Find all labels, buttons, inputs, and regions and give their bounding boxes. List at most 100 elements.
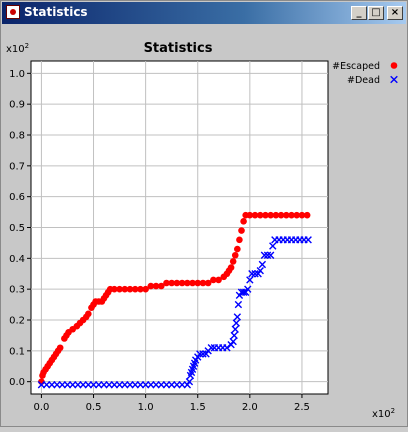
dead-point xyxy=(260,251,269,259)
maximize-button[interactable]: □ xyxy=(368,6,384,20)
y-tick-label: 0.1 xyxy=(9,346,25,357)
escaped-point xyxy=(85,310,92,318)
escaped-point xyxy=(152,282,160,290)
escaped-point xyxy=(236,236,243,244)
dead-point xyxy=(304,236,312,244)
y-tick-label: 0.5 xyxy=(9,223,25,234)
x-tick-label: 2.0 xyxy=(242,402,258,413)
dead-point xyxy=(234,300,243,309)
dead-point xyxy=(251,270,259,278)
escaped-point xyxy=(189,279,196,287)
y-tick-label: 0.6 xyxy=(9,192,25,203)
dead-point xyxy=(239,288,248,296)
escaped-point xyxy=(246,211,254,219)
minimize-button[interactable]: _ xyxy=(351,6,367,20)
legend-label: #Escaped xyxy=(332,61,380,72)
escaped-point xyxy=(234,245,241,253)
x-tick-label: 1.5 xyxy=(190,402,206,413)
y-tick-label: 0.9 xyxy=(9,100,25,111)
y-tick-label: 0.8 xyxy=(9,131,25,142)
escaped-point xyxy=(168,279,175,287)
escaped-point xyxy=(267,211,274,219)
escaped-point xyxy=(121,285,129,293)
x-multiplier: x102 xyxy=(372,407,395,420)
dead-point xyxy=(244,285,252,293)
dead-point xyxy=(207,344,215,352)
y-tick-label: 0.0 xyxy=(9,377,25,388)
escaped-point xyxy=(215,276,222,284)
escaped-point xyxy=(157,282,165,290)
escaped-point xyxy=(277,211,285,219)
legend-marker-escaped xyxy=(390,62,398,69)
escaped-point xyxy=(163,279,170,287)
escaped-point xyxy=(240,218,247,225)
app-icon xyxy=(6,5,20,19)
title-bar[interactable]: Statistics _ □ × xyxy=(2,2,406,24)
x-tick-label: 0.0 xyxy=(33,402,49,413)
dead-point xyxy=(231,325,239,333)
dead-point xyxy=(263,251,272,259)
dead-point xyxy=(196,350,204,358)
window-title: Statistics xyxy=(24,5,88,19)
escaped-point xyxy=(283,211,290,219)
escaped-point xyxy=(137,285,144,293)
escaped-point xyxy=(199,279,207,287)
escaped-point xyxy=(251,211,259,219)
y-tick-label: 1.0 xyxy=(9,69,25,80)
dead-point xyxy=(256,266,264,275)
dead-point xyxy=(246,276,254,284)
y-tick-label: 0.3 xyxy=(9,285,25,296)
y-multiplier: x102 xyxy=(6,42,29,55)
escaped-point xyxy=(210,276,217,284)
chart-title: Statistics xyxy=(144,41,213,56)
escaped-point xyxy=(147,282,155,290)
escaped-point xyxy=(238,227,245,234)
legend-marker-dead xyxy=(390,75,398,84)
escaped-point xyxy=(293,211,301,219)
escaped-point xyxy=(173,279,181,287)
y-tick-label: 0.7 xyxy=(9,161,25,172)
y-tick-label: 0.4 xyxy=(9,254,25,265)
dead-point xyxy=(223,344,231,352)
dead-point xyxy=(258,260,267,269)
escaped-point xyxy=(56,344,64,352)
dead-point xyxy=(229,337,237,346)
dead-point xyxy=(185,377,194,386)
escaped-point xyxy=(116,285,123,293)
close-button[interactable]: × xyxy=(387,6,403,20)
escaped-point xyxy=(231,251,239,259)
escaped-point xyxy=(184,279,191,287)
escaped-point xyxy=(131,285,139,293)
escaped-point xyxy=(229,258,237,265)
dead-point xyxy=(269,242,277,250)
escaped-point xyxy=(256,211,264,219)
escaped-point xyxy=(178,279,186,287)
y-tick-label: 0.2 xyxy=(9,316,25,327)
escaped-point xyxy=(227,264,235,271)
series-dead xyxy=(37,236,312,389)
escaped-point xyxy=(303,211,311,219)
escaped-point xyxy=(111,285,118,293)
dead-point xyxy=(266,251,275,259)
x-tick-label: 1.0 xyxy=(138,402,154,413)
escaped-point xyxy=(142,285,149,293)
legend-label: #Dead xyxy=(347,75,380,86)
series-escaped xyxy=(38,211,311,385)
escaped-point xyxy=(298,211,306,219)
statistics-chart: 0.0 0.5 1.0 1.5 2.0 2.5 0.0 0.1 0.2 0.3 0.4 0.5 0.6 0… xyxy=(6,41,398,420)
dead-point xyxy=(248,270,256,278)
escaped-point xyxy=(272,211,280,219)
escaped-point xyxy=(288,211,295,219)
dead-point xyxy=(230,331,238,340)
escaped-point xyxy=(262,211,269,219)
chart-area: 0.0 0.5 1.0 1.5 2.0 2.5 0.0 0.1 0.2 0.3 0.4 0.5 0.6 0… xyxy=(1,25,408,428)
dead-point xyxy=(199,350,207,358)
escaped-point xyxy=(126,285,134,293)
dead-point xyxy=(233,313,242,321)
dead-point xyxy=(232,319,240,327)
escaped-point xyxy=(204,279,212,287)
x-tick-label: 0.5 xyxy=(86,402,102,413)
legend: #Escaped #Dead xyxy=(332,61,398,86)
x-tick-label: 2.5 xyxy=(294,402,310,413)
